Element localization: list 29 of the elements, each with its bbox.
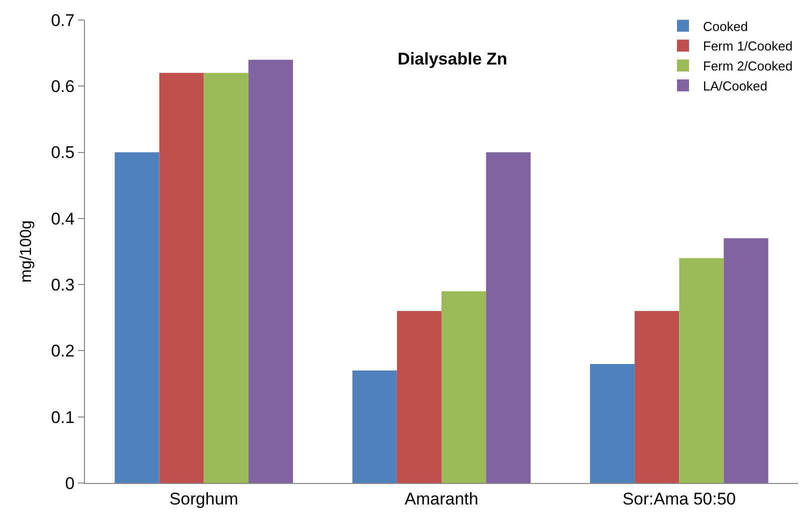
legend-label: Ferm 2/Cooked <box>703 58 793 74</box>
x-tick-label: Sor:Ama 50:50 <box>622 489 736 508</box>
bar <box>634 311 680 483</box>
bar <box>204 72 248 483</box>
y-tick-label: 0.5 <box>50 143 75 162</box>
bar <box>590 364 635 483</box>
y-tick-label: 0.7 <box>50 10 75 30</box>
legend-label: LA/Cooked <box>703 78 768 94</box>
bar <box>679 258 724 483</box>
y-tick-label: 0.3 <box>50 276 75 295</box>
bar <box>159 72 204 483</box>
y-tick-label: 0.2 <box>50 342 75 361</box>
legend-label: Ferm 1/Cooked <box>703 38 793 54</box>
x-tick-label: Sorghum <box>169 489 238 508</box>
bar <box>396 311 442 483</box>
y-tick-label: 0.4 <box>50 209 75 228</box>
bar <box>248 60 293 483</box>
bar <box>442 291 486 483</box>
bar <box>352 370 397 483</box>
x-tick-label: Amaranth <box>404 489 478 508</box>
bar <box>724 238 768 483</box>
text: Dialysable Zn <box>398 50 508 69</box>
legend-label: Cooked <box>703 18 748 34</box>
y-tick-label: 0 <box>65 474 75 493</box>
bar <box>486 152 531 483</box>
bar <box>114 152 160 483</box>
y-tick-label: 0.6 <box>50 77 75 96</box>
y-tick-label: 0.1 <box>50 408 75 427</box>
y-axis-title: mg/100g <box>18 220 35 283</box>
